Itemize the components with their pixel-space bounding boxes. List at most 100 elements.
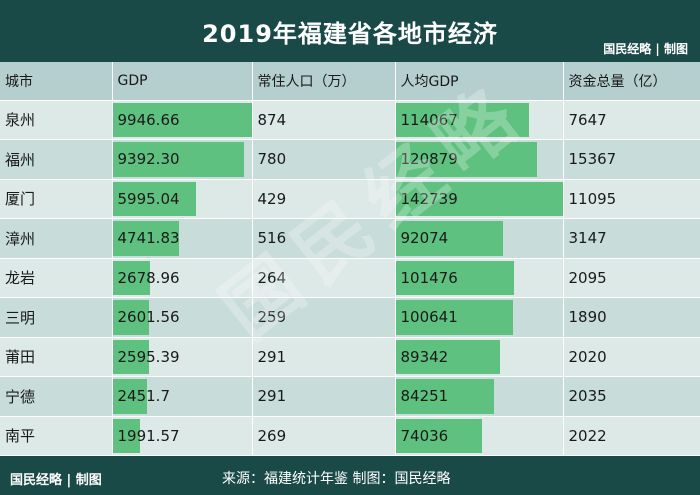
cell-population-value: 259 <box>257 308 287 327</box>
gdp-bar <box>112 379 147 414</box>
cell-funds: 15367 <box>563 139 700 180</box>
cell-population-value: 269 <box>257 426 287 445</box>
cell-city-value: 福州 <box>5 150 36 169</box>
cell-gdp-value: 2595.39 <box>117 347 180 366</box>
gdp-per-capita-bar <box>395 260 515 295</box>
cell-city: 泉州 <box>0 100 113 140</box>
gdp-per-capita-bar <box>395 102 529 137</box>
cell-gdp-value: 5995.04 <box>117 189 180 208</box>
cell-gdp-per-capita: 142739 <box>395 179 564 219</box>
cell-population: 269 <box>252 416 396 456</box>
cell-city-value: 漳州 <box>5 229 36 248</box>
cell-funds: 2095 <box>563 258 700 298</box>
table-row: 莆田 2595.39 291 89342 2020 <box>0 337 700 377</box>
cell-population-value: 874 <box>257 110 287 129</box>
page-title: 2019年福建省各地市经济 <box>202 20 498 48</box>
cell-gdp-per-capita-value: 101476 <box>400 268 458 287</box>
cell-city: 三明 <box>0 297 113 338</box>
cell-gdp-value: 2451.7 <box>117 387 171 406</box>
cell-city: 莆田 <box>0 337 113 377</box>
cell-gdp: 2595.39 <box>112 337 253 377</box>
table-row: 龙岩 2678.96 264 101476 2095 <box>0 258 700 298</box>
cell-gdp: 2451.7 <box>112 376 253 417</box>
cell-gdp-per-capita-value: 84251 <box>400 387 449 406</box>
cell-gdp-per-capita: 92074 <box>395 218 564 259</box>
gdp-per-capita-bar <box>395 181 562 216</box>
cell-city: 漳州 <box>0 218 113 259</box>
gdp-bar <box>112 300 149 335</box>
cell-funds: 2022 <box>563 416 700 456</box>
cell-funds-value: 7647 <box>568 110 607 129</box>
brand-label-bottom: 国民经略 | 制图 <box>10 473 102 488</box>
cell-population: 874 <box>252 100 396 140</box>
cell-funds-value: 1890 <box>568 308 607 327</box>
table-header-row: 城市 GDP 常住人口（万） 人均GDP 资金总量（亿） <box>0 62 700 101</box>
cell-gdp-value: 2678.96 <box>117 268 180 287</box>
cell-city-value: 泉州 <box>5 111 36 130</box>
source-note: 来源：福建统计年鉴 制图：国民经略 <box>222 471 451 487</box>
cell-population: 291 <box>252 376 396 417</box>
gdp-per-capita-bar <box>395 418 483 453</box>
cell-funds: 7647 <box>563 100 700 140</box>
cell-gdp-value: 1991.57 <box>117 426 180 445</box>
cell-gdp-per-capita-value: 100641 <box>400 308 458 327</box>
cell-gdp-per-capita-value: 142739 <box>400 189 458 208</box>
cell-city-value: 南平 <box>5 427 36 446</box>
cell-city: 厦门 <box>0 179 113 219</box>
header: 2019年福建省各地市经济 国民经略 | 制图 <box>0 0 700 62</box>
cell-gdp-per-capita: 84251 <box>395 376 564 417</box>
footer: 国民经略 | 制图 来源：福建统计年鉴 制图：国民经略 <box>0 458 700 495</box>
column-header-city: 城市 <box>0 62 113 101</box>
column-header-population: 常住人口（万） <box>252 62 396 101</box>
cell-population-value: 264 <box>257 268 287 287</box>
cell-city: 宁德 <box>0 376 113 417</box>
cell-city-value: 三明 <box>5 308 36 327</box>
cell-population-value: 291 <box>257 387 287 406</box>
column-header-gdp-per-capita: 人均GDP <box>395 62 564 101</box>
cell-gdp-value: 9392.30 <box>117 150 180 169</box>
cell-gdp-per-capita-value: 114067 <box>400 110 458 129</box>
cell-gdp-per-capita: 89342 <box>395 337 564 377</box>
cell-funds: 3147 <box>563 218 700 259</box>
cell-gdp: 9946.66 <box>112 100 253 140</box>
cell-funds-value: 15367 <box>568 150 617 169</box>
cell-gdp: 1991.57 <box>112 416 253 456</box>
data-table: 城市 GDP 常住人口（万） 人均GDP 资金总量（亿） 泉州 9946.66 87… <box>0 62 700 456</box>
cell-funds: 2020 <box>563 337 700 377</box>
cell-gdp-per-capita-value: 120879 <box>400 150 458 169</box>
gdp-bar <box>112 102 251 137</box>
gdp-per-capita-bar <box>395 142 537 177</box>
cell-gdp-per-capita-value: 92074 <box>400 229 449 248</box>
cell-gdp-value: 9946.66 <box>117 110 180 129</box>
cell-city-value: 莆田 <box>5 348 36 367</box>
gdp-per-capita-bar <box>395 339 501 374</box>
cell-funds-value: 2095 <box>568 268 607 287</box>
cell-city-value: 龙岩 <box>5 269 36 288</box>
cell-population-value: 516 <box>257 229 287 248</box>
cell-population: 429 <box>252 179 396 219</box>
gdp-bar <box>112 142 244 177</box>
gdp-per-capita-bar <box>395 379 495 414</box>
gdp-bar <box>112 260 150 295</box>
cell-gdp-per-capita: 74036 <box>395 416 564 456</box>
cell-population: 264 <box>252 258 396 298</box>
cell-funds-value: 2035 <box>568 387 607 406</box>
cell-city: 南平 <box>0 416 113 456</box>
cell-gdp-per-capita: 100641 <box>395 297 564 338</box>
cell-gdp-per-capita-value: 74036 <box>400 426 449 445</box>
cell-population: 291 <box>252 337 396 377</box>
cell-funds: 2035 <box>563 376 700 417</box>
table-row: 漳州 4741.83 516 92074 3147 <box>0 218 700 259</box>
cell-funds-value: 3147 <box>568 229 607 248</box>
cell-funds-value: 2020 <box>568 347 607 366</box>
cell-funds: 1890 <box>563 297 700 338</box>
gdp-bar <box>112 339 149 374</box>
cell-gdp: 5995.04 <box>112 179 253 219</box>
cell-city-value: 宁德 <box>5 387 36 406</box>
cell-gdp: 2678.96 <box>112 258 253 298</box>
table-row: 厦门 5995.04 429 142739 11095 <box>0 179 700 219</box>
cell-gdp-per-capita-value: 89342 <box>400 347 449 366</box>
cell-funds-value: 2022 <box>568 426 607 445</box>
table-row: 福州 9392.30 780 120879 15367 <box>0 139 700 180</box>
cell-gdp-value: 4741.83 <box>117 229 180 248</box>
